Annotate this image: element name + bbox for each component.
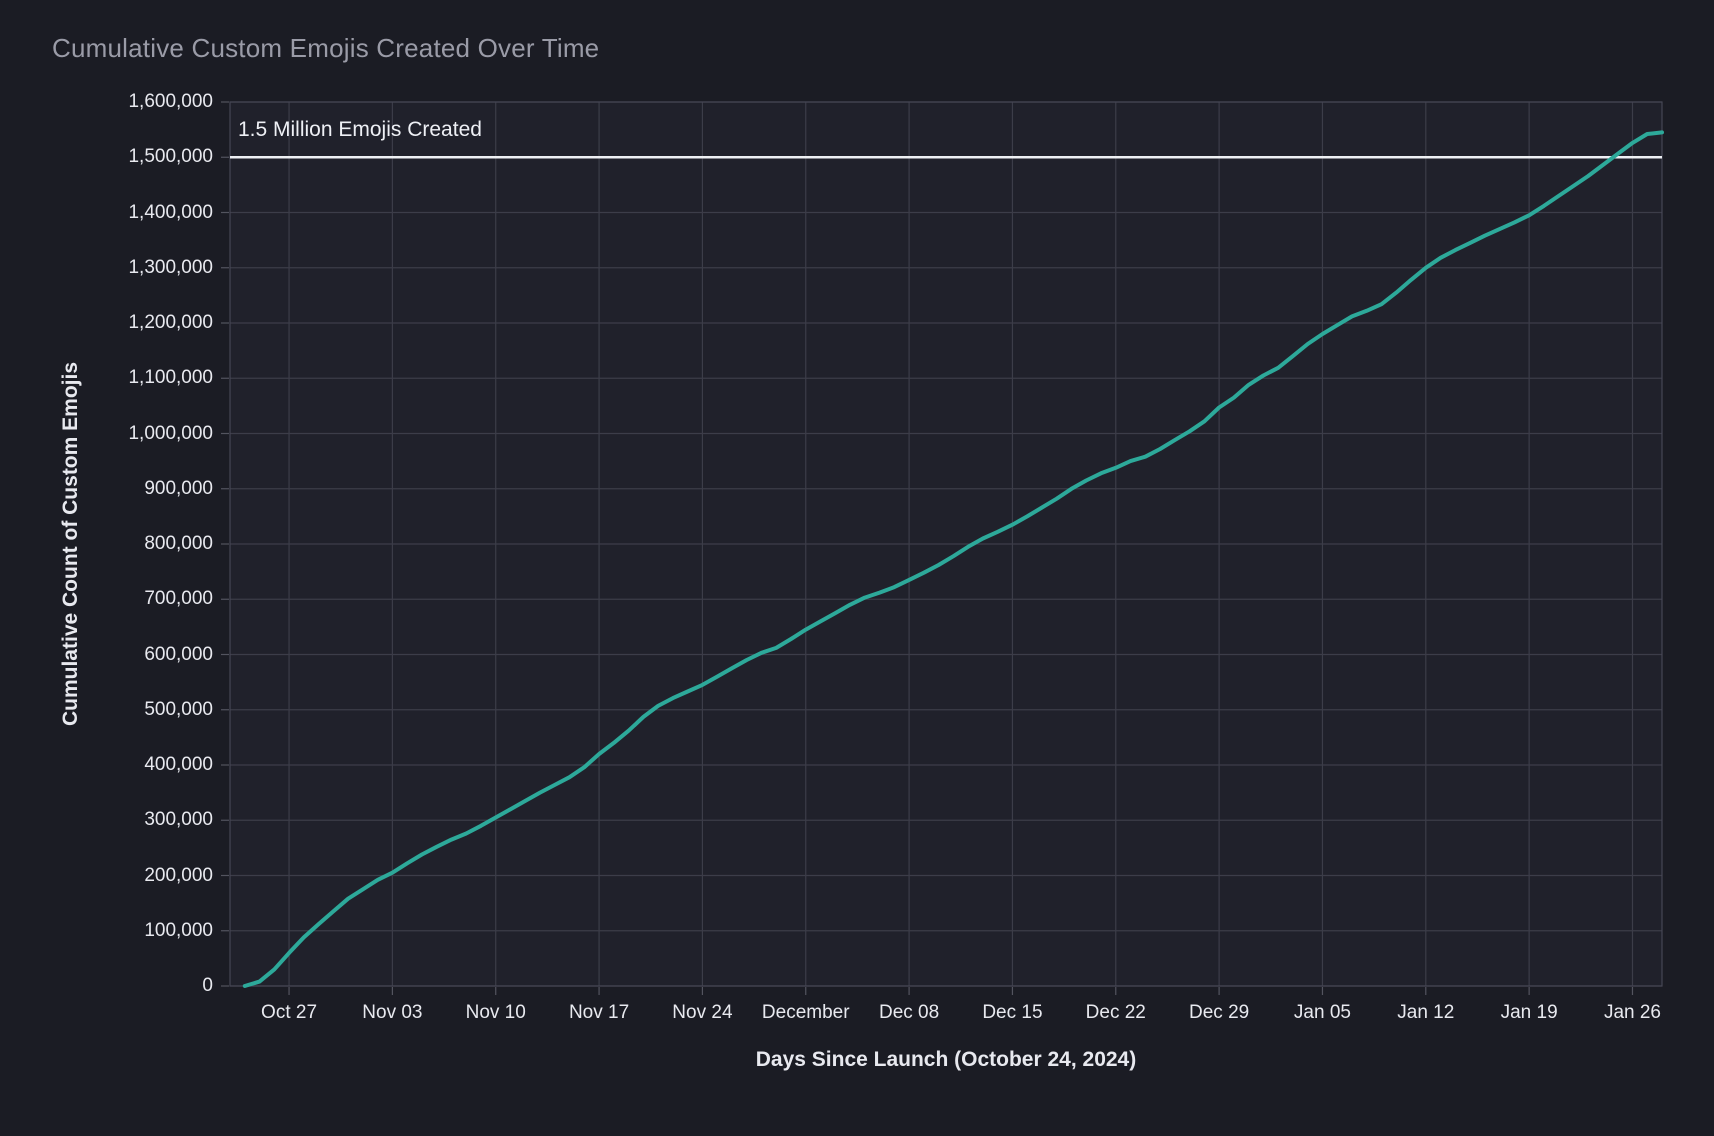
y-tick-label: 800,000: [144, 533, 213, 554]
y-tick-label: 900,000: [144, 477, 213, 499]
y-tick-label: 1,400,000: [128, 201, 213, 223]
y-axis-title: Cumulative Count of Custom Emojis: [59, 362, 82, 727]
y-tick-label: 400,000: [144, 754, 213, 775]
y-tick-label: 1,000,000: [128, 422, 213, 444]
chart-title: Cumulative Custom Emojis Created Over Ti…: [52, 33, 600, 63]
x-tick-label: Nov 10: [465, 1002, 526, 1023]
x-tick-label: Jan 05: [1293, 1002, 1351, 1023]
plot-spines: [229, 101, 1663, 987]
x-tick-label: Dec 15: [982, 1002, 1043, 1023]
y-tick-label: 600,000: [144, 643, 213, 665]
y-tick-label: 1,300,000: [128, 256, 213, 278]
x-tick-label: Nov 17: [568, 1002, 630, 1023]
x-tick-label: Jan 12: [1397, 1002, 1455, 1023]
x-axis-title: Days Since Launch (October 24, 2024): [755, 1048, 1137, 1071]
y-tick-label: 100,000: [144, 919, 213, 941]
x-tick-label: Jan 19: [1500, 1002, 1558, 1023]
threshold-annotation: 1.5 Million Emojis Created: [238, 118, 482, 141]
y-tick-label: 200,000: [144, 864, 213, 886]
y-tick-label: 1,500,000: [128, 146, 213, 168]
y-tick-label: 1,200,000: [128, 312, 213, 333]
y-tick-label: 0: [202, 975, 213, 996]
x-tick-label: Nov 03: [362, 1002, 423, 1023]
x-tick-label: Dec 29: [1189, 1002, 1250, 1023]
x-tick-label: Jan 26: [1603, 1002, 1661, 1023]
x-tick-label: Dec 22: [1085, 1002, 1146, 1023]
x-tick-label: Nov 24: [672, 1002, 733, 1023]
x-tick-label: Dec 08: [878, 1002, 940, 1023]
y-tick-label: 1,600,000: [128, 91, 213, 112]
y-tick-label: 700,000: [144, 588, 213, 610]
y-tick-label: 500,000: [144, 698, 213, 720]
y-tick-label: 1,100,000: [128, 367, 213, 389]
cumulative-emojis-line: [242, 130, 1664, 988]
y-tick-label: 300,000: [144, 809, 213, 831]
x-tick-label: Oct 27: [261, 1002, 318, 1023]
x-tick-label: December: [761, 1002, 850, 1023]
